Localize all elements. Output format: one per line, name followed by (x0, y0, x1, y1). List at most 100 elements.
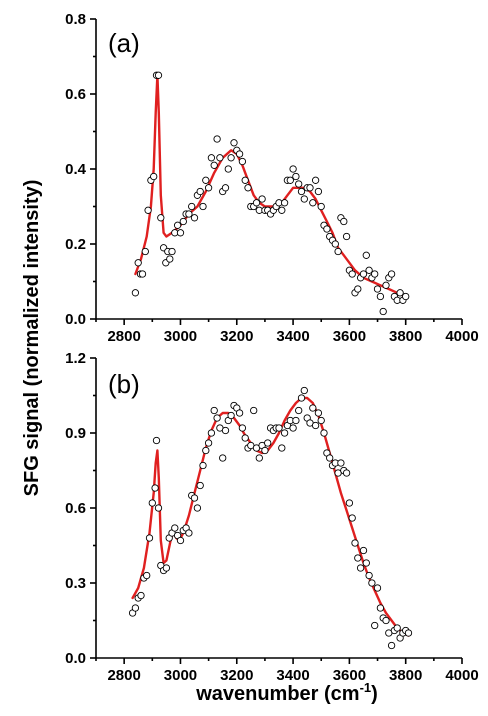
data-point (202, 446, 210, 455)
data-point (131, 604, 140, 612)
panel-a: 2800 3000 3200 3400 3600 3800 4000 0.0 0.2 0.4 0.6… (65, 11, 479, 345)
data-point (379, 307, 387, 316)
data-point (348, 270, 356, 278)
y-tick-label: 0.9 (65, 425, 86, 442)
data-point (193, 504, 202, 512)
data-point (134, 259, 142, 267)
x-tick-label: 4000 (445, 328, 478, 345)
data-point (342, 232, 351, 241)
data-point (168, 247, 176, 256)
data-point (348, 514, 356, 522)
data-point (151, 484, 159, 492)
data-point (176, 536, 185, 545)
data-point (309, 404, 317, 412)
data-point (371, 270, 379, 278)
data-point (311, 176, 320, 184)
data-point (162, 564, 171, 572)
data-point (238, 157, 247, 166)
data-point (157, 214, 165, 222)
y-tick-label: 0.3 (65, 575, 86, 592)
x-tick-label: 3200 (220, 667, 253, 684)
data-point (176, 229, 185, 237)
data-point (356, 564, 365, 572)
panel-b: 2800 3000 3200 3400 3600 3800 4000 0.0 0.3 0.6 0.9… (65, 350, 479, 684)
data-point (371, 621, 379, 630)
data-point (235, 409, 244, 417)
data-point (241, 176, 249, 184)
data-point (286, 176, 294, 184)
data-point (393, 624, 401, 632)
data-point (154, 71, 163, 79)
data-point (337, 459, 345, 467)
data-point (295, 180, 303, 188)
data-point (221, 426, 230, 435)
x-tick-label: 4000 (445, 667, 478, 684)
data-point (199, 202, 207, 211)
data-point (295, 406, 303, 415)
data-point (323, 225, 331, 233)
data-point (292, 416, 300, 425)
data-point (150, 172, 158, 181)
data-point (227, 411, 235, 420)
data-point (309, 199, 317, 207)
data-point (250, 406, 258, 415)
data-point (368, 579, 376, 587)
data-point (213, 135, 221, 143)
data-point (144, 206, 152, 214)
data-point (345, 499, 354, 507)
data-point (141, 247, 149, 256)
x-tick-label: 3600 (333, 667, 366, 684)
data-point (173, 221, 182, 229)
data-point (204, 439, 213, 447)
data-point (207, 154, 216, 162)
data-point (373, 584, 382, 592)
data-point (314, 187, 323, 196)
data-point (280, 199, 289, 207)
data-point (210, 406, 218, 415)
data-point (300, 386, 308, 395)
data-point (137, 591, 145, 600)
data-point (317, 202, 325, 211)
fit-curve (134, 74, 407, 298)
data-point (185, 529, 193, 537)
data-point (402, 292, 410, 301)
data-point (359, 546, 368, 555)
data-point (255, 454, 263, 462)
data-point (306, 184, 314, 192)
data-point (210, 161, 218, 169)
x-axis-title-superscript: -1 (360, 680, 372, 695)
data-point (227, 154, 235, 162)
data-point (354, 554, 362, 562)
y-tick-label: 0.8 (65, 11, 86, 28)
data-point (326, 454, 334, 462)
y-tick-label: 0.6 (65, 500, 86, 517)
y-tick-label: 0.0 (65, 311, 86, 328)
data-point (376, 292, 385, 301)
y-tick-label: 0.6 (65, 86, 86, 103)
x-tick-label: 3600 (333, 328, 366, 345)
x-tick-label: 3000 (164, 667, 197, 684)
data-point (196, 481, 204, 490)
data-point (365, 266, 373, 274)
data-point (292, 172, 300, 181)
data-point (204, 184, 213, 192)
y-tick-label: 0.0 (65, 650, 86, 667)
x-axis-title: wavenumber (cm-1) (195, 680, 378, 705)
data-point (148, 499, 156, 507)
data-point (297, 187, 306, 196)
data-point (387, 641, 396, 650)
data-point (138, 270, 147, 278)
data-point (213, 414, 221, 422)
data-point (300, 195, 308, 203)
data-point (342, 469, 351, 477)
data-point (219, 454, 227, 462)
data-point (396, 289, 404, 297)
data-point (241, 434, 249, 442)
data-point (278, 444, 286, 452)
data-point (340, 217, 348, 226)
data-point (297, 394, 306, 402)
data-point (143, 571, 151, 580)
x-axis-title-main: wavenumber (cm (195, 683, 359, 705)
data-point (354, 285, 362, 293)
data-point (166, 255, 174, 263)
